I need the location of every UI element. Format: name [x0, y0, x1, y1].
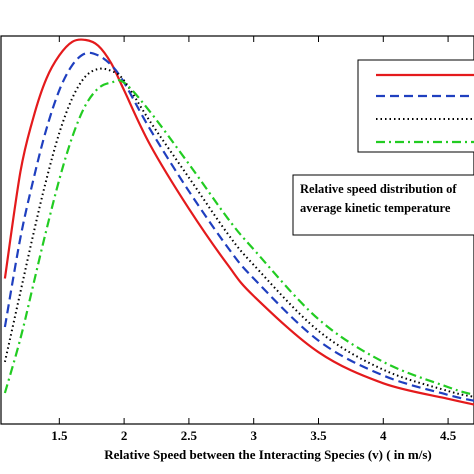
x-axis-ticks: 1.5 2 2.5 3 3.5 4 4.5: [51, 36, 457, 443]
annotation-line-2: average kinetic temperature: [300, 201, 451, 215]
x-tick-label: 2.5: [181, 428, 198, 443]
series-line-2: [3, 51, 474, 402]
legend-box: [357, 59, 474, 153]
x-tick-label: 3.5: [310, 428, 327, 443]
x-axis-label: Relative Speed between the Interacting S…: [104, 447, 431, 462]
series-line-4: [3, 79, 474, 396]
x-tick-label: 3: [250, 428, 257, 443]
x-tick-label: 4.5: [440, 428, 457, 443]
annotation-line-1: Relative speed distribution of: [300, 182, 457, 196]
legend-lines: [376, 73, 474, 144]
x-tick-label: 1.5: [51, 428, 68, 443]
series-layer: [3, 38, 474, 406]
series-line-3: [3, 67, 474, 398]
annotation-frame: [292, 174, 474, 236]
x-tick-label: 4: [380, 428, 387, 443]
annotation-box: Relative speed distribution of average k…: [292, 174, 474, 236]
x-tick-label: 2: [121, 428, 128, 443]
legend: [357, 59, 474, 153]
